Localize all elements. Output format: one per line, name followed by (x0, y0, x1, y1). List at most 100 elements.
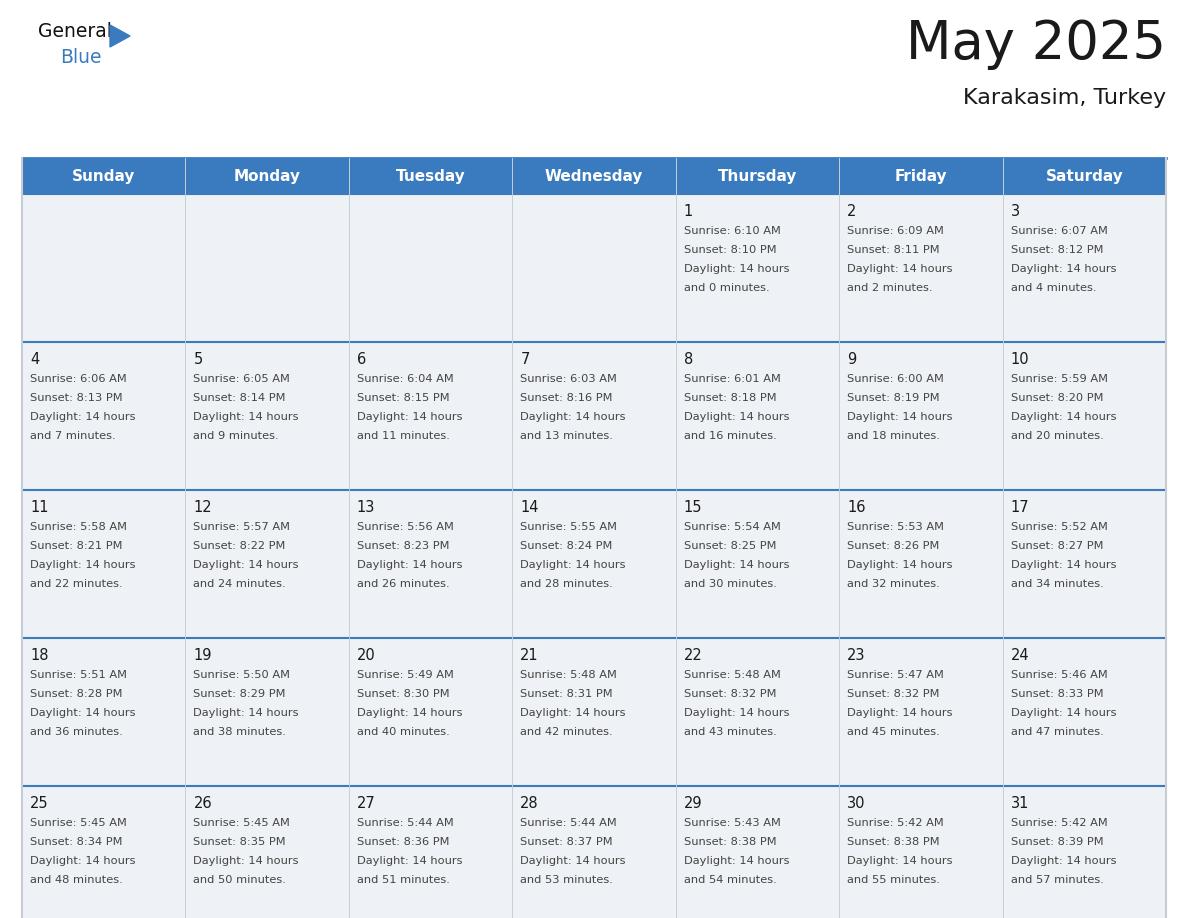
Text: Sunrise: 5:42 AM: Sunrise: 5:42 AM (847, 818, 944, 828)
Bar (349, 194, 512, 342)
Bar (676, 342, 839, 490)
Text: and 26 minutes.: and 26 minutes. (356, 579, 449, 589)
Text: Sunset: 8:34 PM: Sunset: 8:34 PM (30, 837, 122, 847)
Text: Sunrise: 5:43 AM: Sunrise: 5:43 AM (684, 818, 781, 828)
Text: 26: 26 (194, 796, 211, 811)
Text: 9: 9 (847, 352, 857, 367)
Text: Daylight: 14 hours: Daylight: 14 hours (1011, 264, 1116, 274)
Bar (349, 638, 512, 786)
Text: Daylight: 14 hours: Daylight: 14 hours (847, 264, 953, 274)
Text: Sunrise: 6:04 AM: Sunrise: 6:04 AM (356, 374, 454, 384)
Text: Sunset: 8:12 PM: Sunset: 8:12 PM (1011, 245, 1104, 255)
Bar (349, 490, 512, 638)
Text: Sunset: 8:15 PM: Sunset: 8:15 PM (356, 393, 449, 403)
Text: and 30 minutes.: and 30 minutes. (684, 579, 777, 589)
Text: Monday: Monday (234, 169, 301, 184)
Bar (676, 194, 839, 342)
Text: Sunset: 8:16 PM: Sunset: 8:16 PM (520, 393, 613, 403)
Text: 1: 1 (684, 204, 693, 219)
Bar (512, 194, 676, 342)
Bar (185, 638, 349, 786)
Text: and 57 minutes.: and 57 minutes. (1011, 875, 1104, 885)
Bar (676, 638, 839, 786)
Text: Sunset: 8:11 PM: Sunset: 8:11 PM (847, 245, 940, 255)
Text: Daylight: 14 hours: Daylight: 14 hours (194, 708, 299, 718)
Text: Blue: Blue (61, 48, 101, 67)
Text: Sunrise: 5:52 AM: Sunrise: 5:52 AM (1011, 522, 1107, 532)
Text: 22: 22 (684, 648, 702, 663)
Text: and 48 minutes.: and 48 minutes. (30, 875, 122, 885)
Text: 20: 20 (356, 648, 375, 663)
Bar (676, 490, 839, 638)
Text: 18: 18 (30, 648, 49, 663)
Text: 13: 13 (356, 500, 375, 515)
Bar (839, 638, 1003, 786)
Text: and 32 minutes.: and 32 minutes. (847, 579, 940, 589)
Text: 30: 30 (847, 796, 866, 811)
Text: Sunset: 8:20 PM: Sunset: 8:20 PM (1011, 393, 1104, 403)
Text: and 13 minutes.: and 13 minutes. (520, 431, 613, 441)
Text: Sunrise: 5:48 AM: Sunrise: 5:48 AM (684, 670, 781, 680)
Text: Daylight: 14 hours: Daylight: 14 hours (30, 412, 135, 422)
Bar (1003, 342, 1165, 490)
Bar (185, 786, 349, 918)
Text: Sunrise: 5:58 AM: Sunrise: 5:58 AM (30, 522, 127, 532)
Polygon shape (110, 25, 129, 47)
Text: and 7 minutes.: and 7 minutes. (30, 431, 115, 441)
Bar (349, 786, 512, 918)
Text: 8: 8 (684, 352, 693, 367)
Text: May 2025: May 2025 (906, 18, 1165, 70)
Text: Sunrise: 6:10 AM: Sunrise: 6:10 AM (684, 226, 781, 236)
Text: Sunrise: 6:03 AM: Sunrise: 6:03 AM (520, 374, 617, 384)
Bar (23, 342, 185, 490)
Text: Daylight: 14 hours: Daylight: 14 hours (684, 856, 789, 866)
Text: Saturday: Saturday (1045, 169, 1123, 184)
Text: Sunday: Sunday (72, 169, 135, 184)
Text: Daylight: 14 hours: Daylight: 14 hours (356, 560, 462, 570)
Text: Daylight: 14 hours: Daylight: 14 hours (1011, 560, 1116, 570)
Text: Sunset: 8:29 PM: Sunset: 8:29 PM (194, 689, 286, 699)
Text: Daylight: 14 hours: Daylight: 14 hours (684, 708, 789, 718)
Text: 10: 10 (1011, 352, 1029, 367)
Bar (839, 342, 1003, 490)
Text: Sunrise: 5:54 AM: Sunrise: 5:54 AM (684, 522, 781, 532)
Text: Daylight: 14 hours: Daylight: 14 hours (847, 560, 953, 570)
Bar (23, 490, 185, 638)
Text: and 53 minutes.: and 53 minutes. (520, 875, 613, 885)
Text: Daylight: 14 hours: Daylight: 14 hours (520, 560, 626, 570)
Text: and 50 minutes.: and 50 minutes. (194, 875, 286, 885)
Text: Sunrise: 5:59 AM: Sunrise: 5:59 AM (1011, 374, 1107, 384)
Text: Sunrise: 5:45 AM: Sunrise: 5:45 AM (30, 818, 127, 828)
Text: and 45 minutes.: and 45 minutes. (847, 727, 940, 737)
Text: 3: 3 (1011, 204, 1019, 219)
Text: Sunset: 8:21 PM: Sunset: 8:21 PM (30, 541, 122, 551)
Text: Sunrise: 6:07 AM: Sunrise: 6:07 AM (1011, 226, 1107, 236)
Text: Daylight: 14 hours: Daylight: 14 hours (847, 708, 953, 718)
Text: 7: 7 (520, 352, 530, 367)
Text: Daylight: 14 hours: Daylight: 14 hours (1011, 856, 1116, 866)
Text: Sunset: 8:30 PM: Sunset: 8:30 PM (356, 689, 449, 699)
Text: Daylight: 14 hours: Daylight: 14 hours (847, 856, 953, 866)
Text: 28: 28 (520, 796, 539, 811)
Text: Daylight: 14 hours: Daylight: 14 hours (847, 412, 953, 422)
Text: and 20 minutes.: and 20 minutes. (1011, 431, 1104, 441)
Text: and 55 minutes.: and 55 minutes. (847, 875, 940, 885)
Text: Sunrise: 5:42 AM: Sunrise: 5:42 AM (1011, 818, 1107, 828)
Text: 11: 11 (30, 500, 49, 515)
Text: Daylight: 14 hours: Daylight: 14 hours (356, 856, 462, 866)
Text: Daylight: 14 hours: Daylight: 14 hours (30, 856, 135, 866)
Text: and 51 minutes.: and 51 minutes. (356, 875, 450, 885)
Text: Sunrise: 6:06 AM: Sunrise: 6:06 AM (30, 374, 127, 384)
Text: and 54 minutes.: and 54 minutes. (684, 875, 777, 885)
Text: Daylight: 14 hours: Daylight: 14 hours (520, 708, 626, 718)
Text: Sunset: 8:14 PM: Sunset: 8:14 PM (194, 393, 286, 403)
Text: 29: 29 (684, 796, 702, 811)
Text: and 11 minutes.: and 11 minutes. (356, 431, 450, 441)
Text: Sunset: 8:37 PM: Sunset: 8:37 PM (520, 837, 613, 847)
Bar (1003, 194, 1165, 342)
Bar (839, 786, 1003, 918)
Text: 21: 21 (520, 648, 539, 663)
Text: Sunrise: 5:56 AM: Sunrise: 5:56 AM (356, 522, 454, 532)
Text: Thursday: Thursday (718, 169, 797, 184)
Bar (512, 342, 676, 490)
